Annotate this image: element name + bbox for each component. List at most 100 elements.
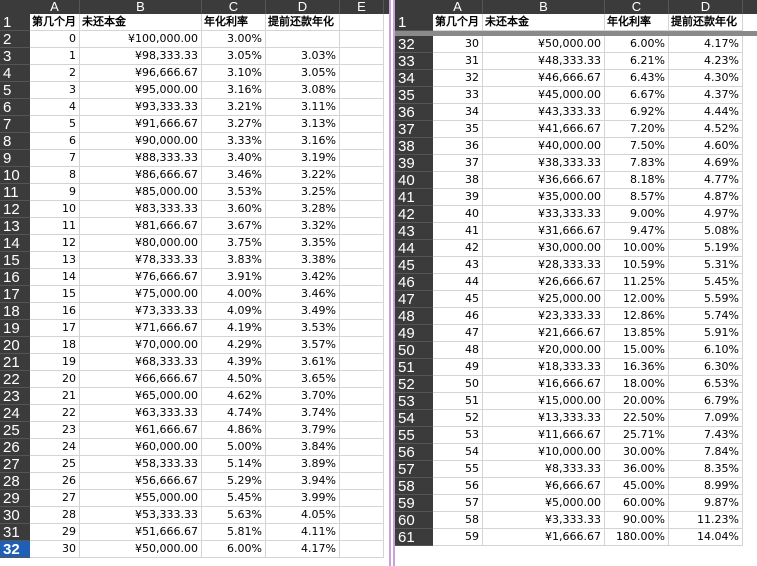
- cell-a[interactable]: 34: [433, 104, 483, 121]
- cell-a[interactable]: 8: [30, 167, 80, 184]
- cell-b[interactable]: ¥73,333.33: [80, 303, 202, 320]
- cell-c[interactable]: 4.39%: [202, 354, 266, 371]
- cell-c[interactable]: 4.86%: [202, 422, 266, 439]
- cell-c[interactable]: 60.00%: [605, 495, 669, 512]
- cell-e[interactable]: [340, 167, 384, 184]
- cell-c[interactable]: 5.00%: [202, 439, 266, 456]
- cell-a[interactable]: 31: [433, 53, 483, 70]
- select-all-corner[interactable]: [395, 0, 433, 14]
- cell-b[interactable]: ¥75,000.00: [80, 286, 202, 303]
- row-number[interactable]: 45: [395, 257, 433, 274]
- cell-c[interactable]: 8.57%: [605, 189, 669, 206]
- row-number[interactable]: 41: [395, 189, 433, 206]
- cell-e[interactable]: [340, 184, 384, 201]
- row-number[interactable]: 58: [395, 478, 433, 495]
- cell-e[interactable]: [340, 405, 384, 422]
- cell-d[interactable]: 4.17%: [266, 541, 340, 558]
- cell-a[interactable]: 14: [30, 269, 80, 286]
- header-cell-b[interactable]: 未还本金: [483, 14, 605, 31]
- cell-b[interactable]: ¥46,666.67: [483, 70, 605, 87]
- cell-b[interactable]: ¥78,333.33: [80, 252, 202, 269]
- row-number[interactable]: 6: [0, 99, 30, 116]
- cell-b[interactable]: ¥30,000.00: [483, 240, 605, 257]
- cell-b[interactable]: ¥80,000.00: [80, 235, 202, 252]
- cell-d[interactable]: 4.23%: [669, 53, 743, 70]
- cell-d[interactable]: 4.52%: [669, 121, 743, 138]
- cell-d[interactable]: 4.77%: [669, 172, 743, 189]
- cell-b[interactable]: ¥85,000.00: [80, 184, 202, 201]
- cell-b[interactable]: ¥21,666.67: [483, 325, 605, 342]
- cell-b[interactable]: ¥10,000.00: [483, 444, 605, 461]
- cell-a[interactable]: 55: [433, 461, 483, 478]
- cell-c[interactable]: 4.09%: [202, 303, 266, 320]
- cell-e[interactable]: [340, 439, 384, 456]
- cell-a[interactable]: 12: [30, 235, 80, 252]
- cell-c[interactable]: 3.60%: [202, 201, 266, 218]
- cell-c[interactable]: 3.46%: [202, 167, 266, 184]
- row-number[interactable]: 28: [0, 473, 30, 490]
- cell-a[interactable]: 28: [30, 507, 80, 524]
- cell-c[interactable]: 4.29%: [202, 337, 266, 354]
- cell-a[interactable]: 0: [30, 31, 80, 48]
- row-number[interactable]: 61: [395, 529, 433, 546]
- header-cell-c[interactable]: 年化利率: [202, 14, 266, 31]
- cell-a[interactable]: 54: [433, 444, 483, 461]
- cell-a[interactable]: 25: [30, 456, 80, 473]
- cell-e[interactable]: [340, 422, 384, 439]
- cell-d[interactable]: 3.57%: [266, 337, 340, 354]
- cell-d[interactable]: 3.65%: [266, 371, 340, 388]
- header-cell-a[interactable]: 第几个月: [30, 14, 80, 31]
- cell-c[interactable]: 5.45%: [202, 490, 266, 507]
- cell-b[interactable]: ¥3,333.33: [483, 512, 605, 529]
- cell-a[interactable]: 21: [30, 388, 80, 405]
- cell-d[interactable]: 4.44%: [669, 104, 743, 121]
- cell-c[interactable]: 7.83%: [605, 155, 669, 172]
- cell-e[interactable]: [340, 388, 384, 405]
- cell-b[interactable]: ¥36,666.67: [483, 172, 605, 189]
- row-number[interactable]: 17: [0, 286, 30, 303]
- cell-c[interactable]: 4.19%: [202, 320, 266, 337]
- cell-a[interactable]: 52: [433, 410, 483, 427]
- cell-e[interactable]: [340, 252, 384, 269]
- cell-d[interactable]: 5.74%: [669, 308, 743, 325]
- cell-d[interactable]: 4.17%: [669, 36, 743, 53]
- cell-c[interactable]: 6.00%: [605, 36, 669, 53]
- column-header-b[interactable]: B: [80, 0, 202, 14]
- cell-a[interactable]: 4: [30, 99, 80, 116]
- cell-e[interactable]: [340, 82, 384, 99]
- cell-b[interactable]: ¥13,333.33: [483, 410, 605, 427]
- cell-d[interactable]: 6.30%: [669, 359, 743, 376]
- cell-a[interactable]: 20: [30, 371, 80, 388]
- column-header-a[interactable]: A: [30, 0, 80, 14]
- row-number[interactable]: 23: [0, 388, 30, 405]
- cell-b[interactable]: ¥33,333.33: [483, 206, 605, 223]
- cell-b[interactable]: ¥50,000.00: [483, 36, 605, 53]
- cell-d[interactable]: 3.13%: [266, 116, 340, 133]
- cell-c[interactable]: 4.62%: [202, 388, 266, 405]
- cell-e[interactable]: [340, 235, 384, 252]
- cell-c[interactable]: 7.20%: [605, 121, 669, 138]
- cell-c[interactable]: 3.05%: [202, 48, 266, 65]
- cell-d[interactable]: 3.89%: [266, 456, 340, 473]
- cell-d[interactable]: 3.19%: [266, 150, 340, 167]
- cell-c[interactable]: 90.00%: [605, 512, 669, 529]
- cell-d[interactable]: 3.42%: [266, 269, 340, 286]
- row-number[interactable]: 7: [0, 116, 30, 133]
- cell-b[interactable]: ¥65,000.00: [80, 388, 202, 405]
- cell-b[interactable]: ¥45,000.00: [483, 87, 605, 104]
- row-number[interactable]: 5: [0, 82, 30, 99]
- cell-a[interactable]: 56: [433, 478, 483, 495]
- column-header-c[interactable]: C: [202, 0, 266, 14]
- cell-d[interactable]: 3.46%: [266, 286, 340, 303]
- row-number[interactable]: 4: [0, 65, 30, 82]
- cell-d[interactable]: 11.23%: [669, 512, 743, 529]
- cell-d[interactable]: 5.19%: [669, 240, 743, 257]
- row-number[interactable]: 49: [395, 325, 433, 342]
- cell-c[interactable]: 3.53%: [202, 184, 266, 201]
- row-number[interactable]: 32: [395, 36, 433, 53]
- column-header-b[interactable]: B: [483, 0, 605, 14]
- column-header-d[interactable]: D: [669, 0, 743, 14]
- cell-c[interactable]: 45.00%: [605, 478, 669, 495]
- cell-a[interactable]: 53: [433, 427, 483, 444]
- header-cell-b[interactable]: 未还本金: [80, 14, 202, 31]
